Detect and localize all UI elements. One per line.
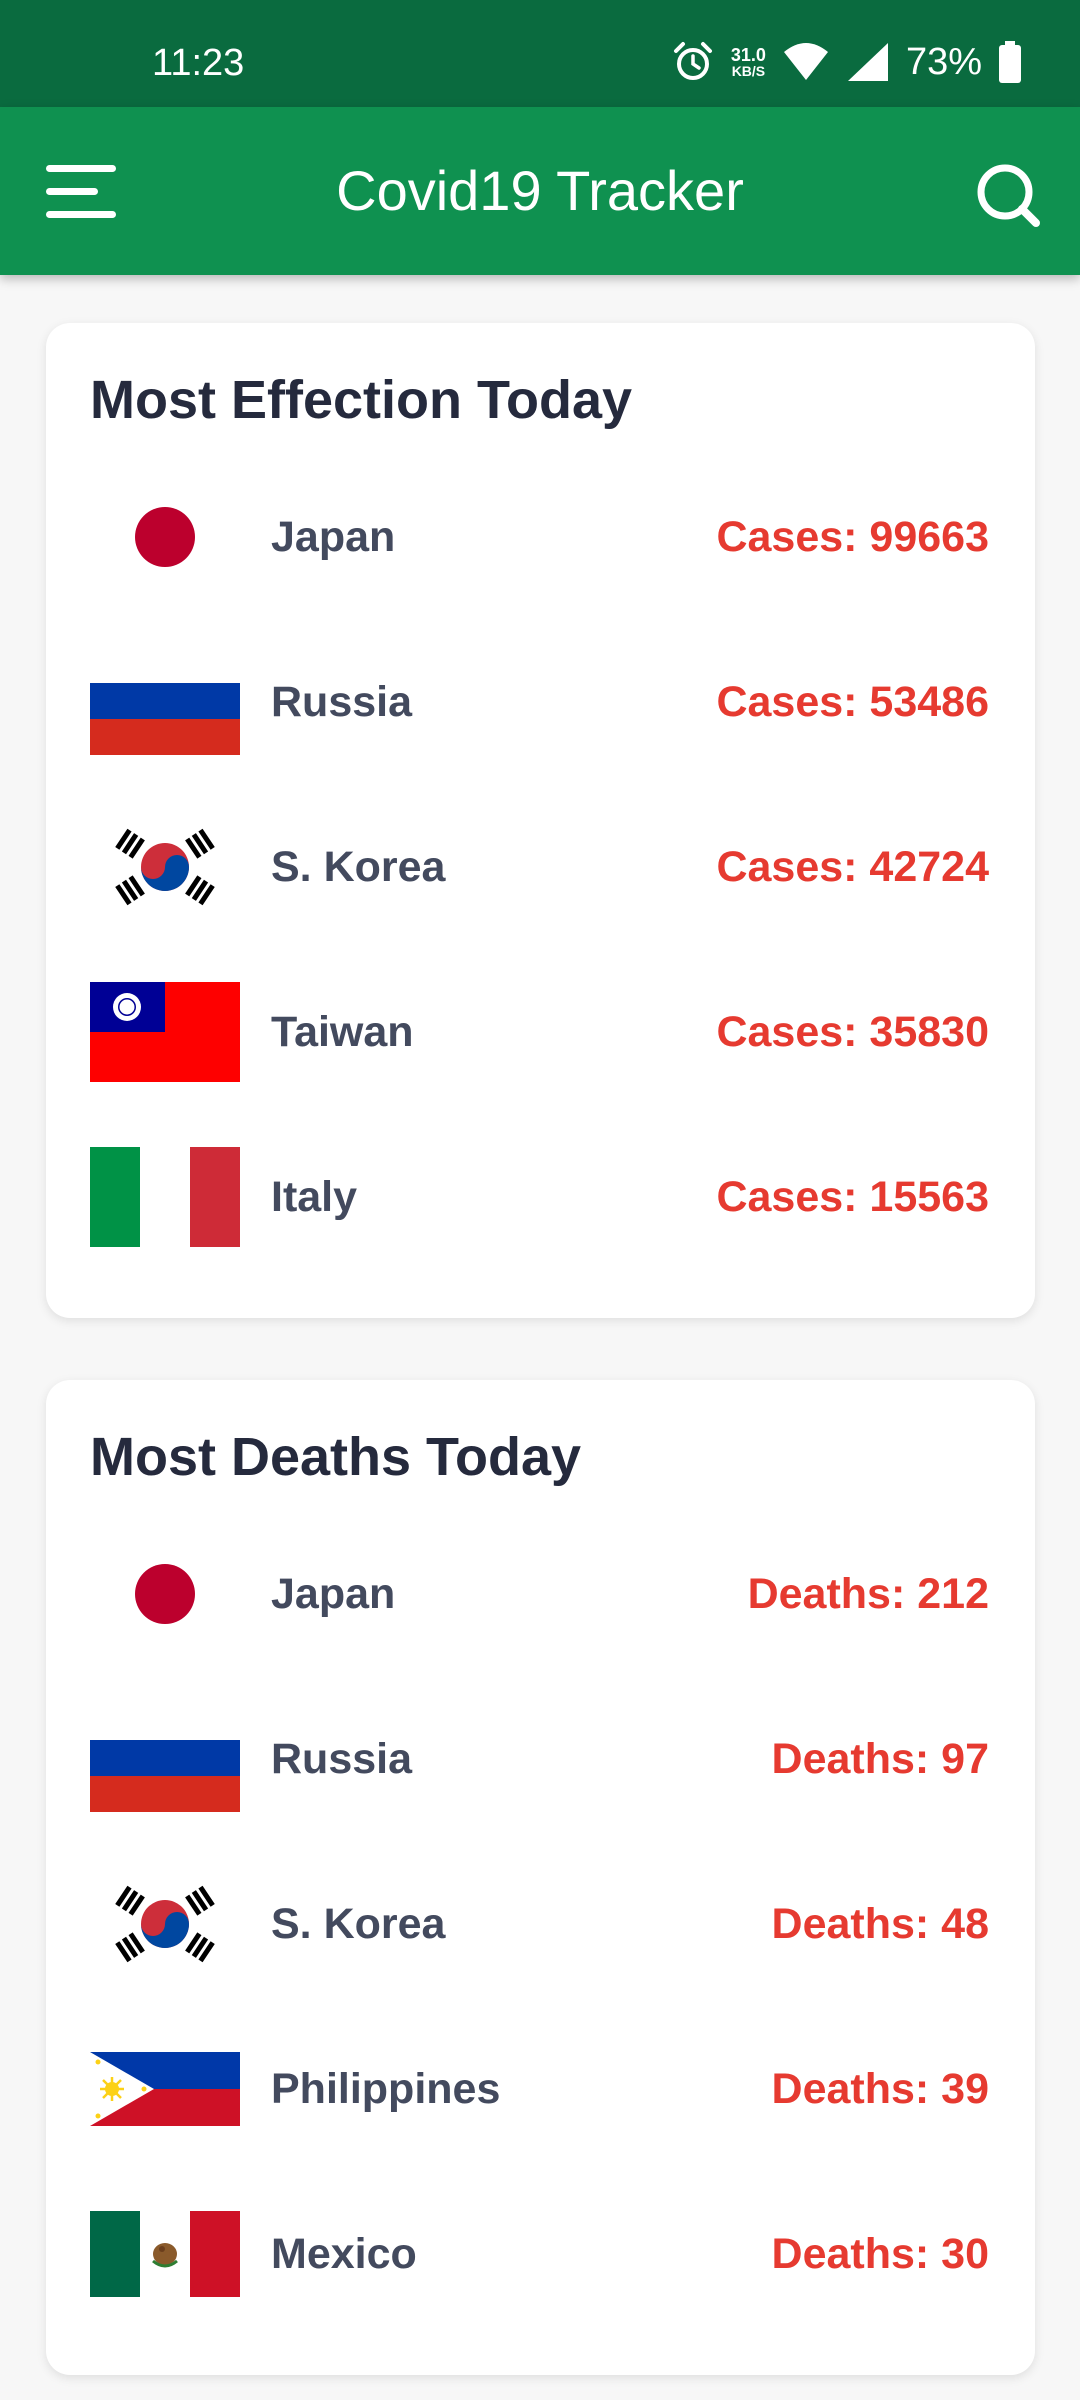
death-count: Deaths: 30 <box>771 2230 989 2278</box>
country-row-japan[interactable]: Japan Deaths: 212 <box>46 1539 1035 1649</box>
signal-icon <box>847 43 888 81</box>
death-count: Deaths: 97 <box>771 1735 989 1783</box>
battery-percent: 73% <box>905 41 982 83</box>
alarm-icon <box>673 42 712 80</box>
status-bar: 11:23 31.0 KB/S 73% <box>0 0 1080 107</box>
death-count: Deaths: 48 <box>771 1900 989 1948</box>
russia-flag-icon <box>90 1726 240 1812</box>
country-name: Philippines <box>271 2065 501 2113</box>
most-deaths-title: Most Deaths Today <box>90 1427 582 1487</box>
case-count: Cases: 35830 <box>716 1008 989 1056</box>
network-speed-unit: KB/S <box>731 63 766 79</box>
menu-button[interactable] <box>46 165 118 219</box>
wifi-icon <box>783 43 828 80</box>
network-speed-value: 31.0 <box>730 45 766 65</box>
status-time: 11:23 <box>152 42 245 84</box>
app-title: Covid19 Tracker <box>336 159 744 222</box>
country-name: Mexico <box>271 2230 417 2278</box>
case-count: Cases: 99663 <box>716 513 989 561</box>
status-icons: 31.0 KB/S 73% <box>671 40 1022 84</box>
death-count: Deaths: 39 <box>771 2065 989 2113</box>
country-name: Taiwan <box>271 1008 414 1056</box>
most-effection-card: Most Effection Today Japan Cases: 99663 … <box>46 323 1035 1318</box>
country-name: Italy <box>271 1173 358 1221</box>
russia-flag-icon <box>90 669 240 755</box>
death-count: Deaths: 212 <box>747 1570 989 1618</box>
country-row-russia[interactable]: Russia Deaths: 97 <box>46 1704 1035 1814</box>
country-row-south-korea[interactable]: S. Korea Cases: 42724 <box>46 812 1035 922</box>
case-count: Cases: 42724 <box>716 843 989 891</box>
country-row-italy[interactable]: Italy Cases: 15563 <box>46 1142 1035 1252</box>
country-row-russia[interactable]: Russia Cases: 53486 <box>46 647 1035 757</box>
country-row-japan[interactable]: Japan Cases: 99663 <box>46 482 1035 592</box>
app-bar: Covid19 Tracker <box>0 107 1080 275</box>
case-count: Cases: 15563 <box>716 1173 989 1221</box>
country-row-philippines[interactable]: Philippines Deaths: 39 <box>46 2034 1035 2144</box>
most-deaths-card: Most Deaths Today Japan Deaths: 212 Russ… <box>46 1380 1035 2375</box>
network-speed: 31.0 KB/S <box>731 46 766 78</box>
battery-icon <box>999 41 1021 83</box>
mexico-flag-icon <box>90 2211 240 2297</box>
country-name: S. Korea <box>271 843 446 891</box>
country-name: Russia <box>271 678 413 726</box>
case-count: Cases: 53486 <box>716 678 989 726</box>
country-name: Russia <box>271 1735 413 1783</box>
south-korea-flag-icon <box>115 1885 215 1963</box>
search-button[interactable] <box>972 159 1044 231</box>
japan-flag-icon <box>135 1564 195 1624</box>
philippines-flag-icon <box>90 2052 240 2126</box>
search-icon <box>977 164 1040 227</box>
country-name: Japan <box>271 1570 396 1618</box>
most-effection-title: Most Effection Today <box>90 370 633 430</box>
italy-flag-icon <box>90 1147 240 1247</box>
country-row-south-korea[interactable]: S. Korea Deaths: 48 <box>46 1869 1035 1979</box>
taiwan-flag-icon <box>90 982 240 1082</box>
south-korea-flag-icon <box>115 828 215 906</box>
country-name: Japan <box>271 513 396 561</box>
country-name: S. Korea <box>271 1900 446 1948</box>
country-row-mexico[interactable]: Mexico Deaths: 30 <box>46 2199 1035 2309</box>
japan-flag-icon <box>135 507 195 567</box>
country-row-taiwan[interactable]: Taiwan Cases: 35830 <box>46 977 1035 1087</box>
